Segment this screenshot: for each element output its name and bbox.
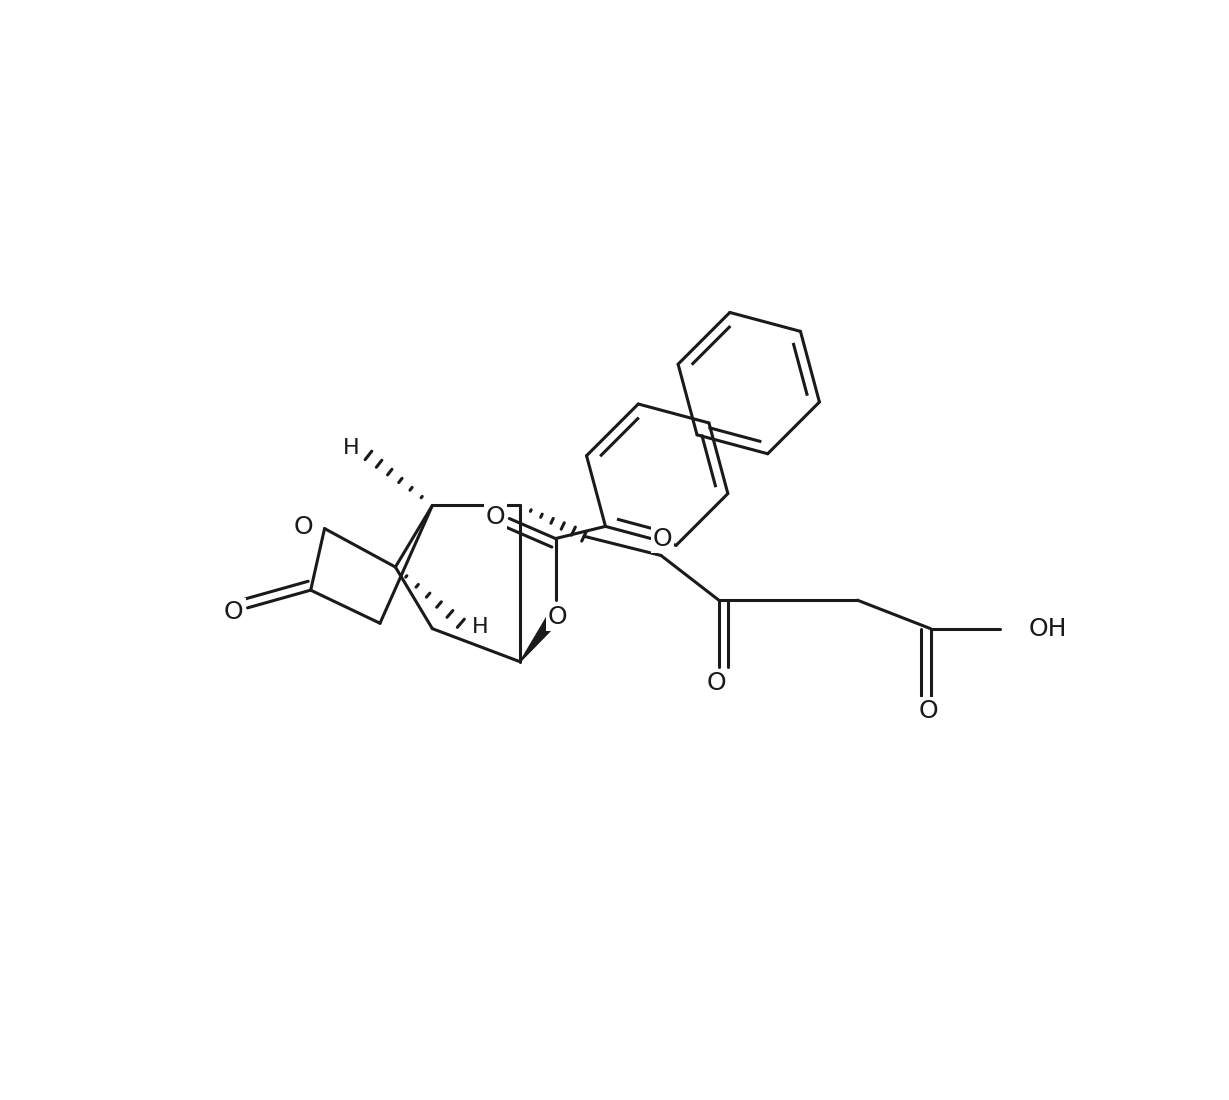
- Text: H: H: [343, 438, 360, 458]
- Text: O: O: [224, 601, 243, 625]
- Text: O: O: [294, 515, 313, 539]
- Text: OH: OH: [1029, 617, 1068, 640]
- Text: O: O: [653, 527, 672, 551]
- Polygon shape: [520, 612, 562, 662]
- Text: H: H: [472, 617, 488, 637]
- Text: O: O: [707, 671, 726, 694]
- Text: O: O: [485, 505, 505, 529]
- Text: O: O: [548, 605, 568, 629]
- Text: O: O: [918, 698, 938, 723]
